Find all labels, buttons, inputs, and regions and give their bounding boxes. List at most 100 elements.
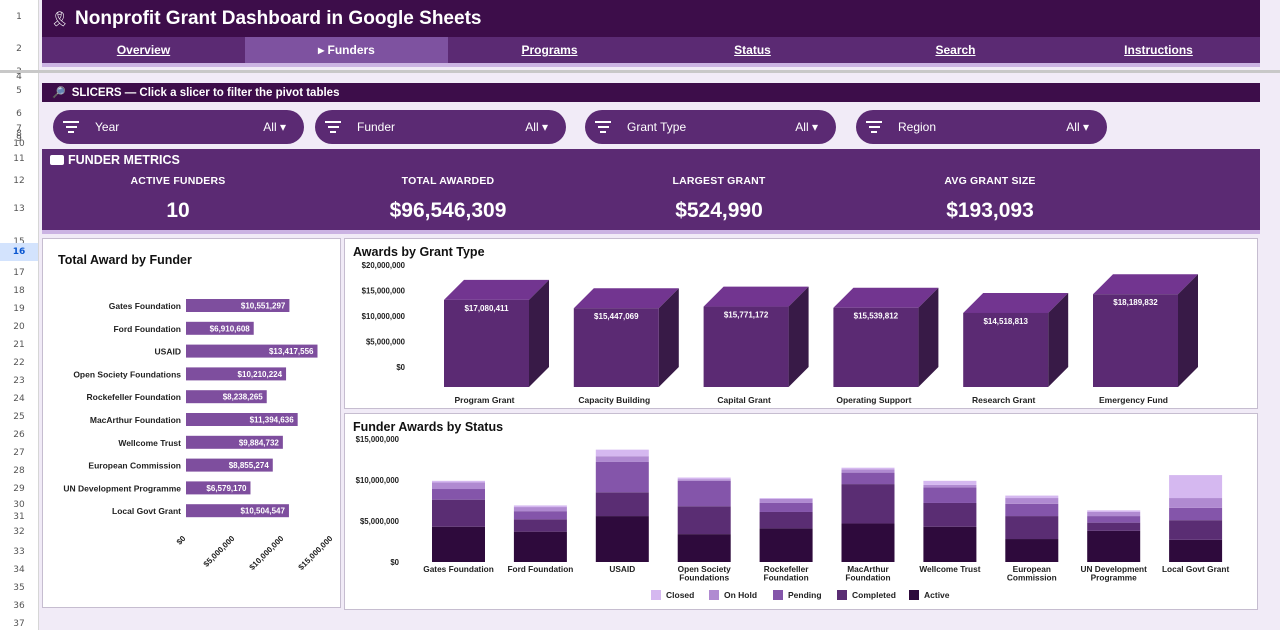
bar bbox=[573, 308, 659, 387]
3d-bar-chart-svg: $20,000,000 $15,000,000 $10,000,000 $5,000,… bbox=[362, 261, 1198, 405]
row-number[interactable]: 8 bbox=[16, 129, 22, 139]
row-number[interactable]: 27 bbox=[13, 448, 25, 458]
tab-programs[interactable]: Programs bbox=[521, 43, 578, 57]
tab-underline-strip bbox=[42, 63, 1260, 67]
bar bbox=[186, 390, 267, 404]
category-label: Wellcome Trust bbox=[919, 564, 980, 574]
row-number[interactable]: 32 bbox=[13, 527, 25, 537]
bar-segment bbox=[923, 502, 977, 527]
row-number[interactable]: 36 bbox=[13, 601, 25, 611]
tab-instructions[interactable]: Instructions bbox=[1124, 43, 1193, 57]
category-label: European Commission bbox=[88, 461, 181, 471]
category-label: Foundation bbox=[845, 573, 890, 583]
slicer-funder[interactable]: Funder All ▾ bbox=[315, 110, 566, 144]
row-number[interactable]: 7 bbox=[16, 124, 22, 134]
bar-top-face bbox=[833, 287, 939, 308]
bar-segment bbox=[1169, 475, 1223, 499]
y-tick-label: $15,000,000 bbox=[356, 435, 400, 444]
slicer-grant-type[interactable]: Grant Type All ▾ bbox=[585, 110, 836, 144]
row-number[interactable]: 10 bbox=[13, 139, 25, 149]
data-label: $15,539,812 bbox=[854, 312, 899, 321]
metric-label: AVG GRANT SIZE bbox=[944, 175, 1036, 187]
tab-funders[interactable]: ▸ Funders bbox=[245, 37, 448, 63]
bar-top-face bbox=[1093, 274, 1198, 295]
bar bbox=[963, 312, 1049, 387]
metric-label: TOTAL AWARDED bbox=[401, 175, 495, 187]
frozen-row-divider[interactable] bbox=[0, 70, 1280, 73]
row-number[interactable]: 28 bbox=[13, 466, 25, 476]
row-number[interactable]: 4 bbox=[16, 72, 22, 82]
bar-segment bbox=[677, 480, 731, 507]
row-number[interactable]: 21 bbox=[13, 340, 25, 350]
row-header-column[interactable]: 1234567891011121315161718192021222324252… bbox=[0, 0, 39, 630]
y-tick-label: $10,000,000 bbox=[356, 476, 400, 485]
bar-segment bbox=[432, 482, 485, 490]
slicer-label: Funder bbox=[357, 120, 396, 134]
row-number[interactable]: 25 bbox=[13, 412, 25, 422]
tab-overview[interactable]: Overview bbox=[116, 43, 171, 57]
row-number[interactable]: 11 bbox=[13, 154, 25, 164]
row-number[interactable]: 35 bbox=[13, 583, 25, 593]
row-number[interactable]: 12 bbox=[13, 176, 25, 186]
row-number[interactable]: 34 bbox=[13, 565, 25, 575]
chart-funder-awards-by-status[interactable]: Funder Awards by Status $15,000,000 $10,0… bbox=[344, 413, 1258, 610]
row-number[interactable]: 9 bbox=[16, 134, 22, 144]
chart-title: Total Award by Funder bbox=[58, 253, 192, 267]
row-number[interactable]: 29 bbox=[13, 484, 25, 494]
chart-title: Funder Awards by Status bbox=[353, 420, 504, 434]
row-number[interactable]: 22 bbox=[13, 358, 25, 368]
data-label: $11,394,636 bbox=[250, 416, 295, 425]
row-number[interactable]: 1 bbox=[16, 12, 22, 22]
bar-side-face bbox=[1048, 292, 1069, 387]
bar-segment bbox=[677, 477, 731, 480]
category-label: Emergency Fund bbox=[1099, 395, 1168, 405]
slicer-value: All ▾ bbox=[525, 120, 548, 134]
magnifier-icon: 🔎 bbox=[52, 87, 66, 99]
category-label: Capacity Building bbox=[578, 395, 650, 405]
row-number[interactable]: 24 bbox=[13, 394, 25, 404]
chart-total-award-by-funder[interactable]: Total Award by Funder Gates Foundation $1… bbox=[42, 238, 341, 608]
row-number[interactable]: 17 bbox=[13, 268, 25, 278]
metrics-bottom-strip bbox=[42, 230, 1260, 234]
slicer-region[interactable]: Region All ▾ bbox=[856, 110, 1107, 144]
row-number[interactable]: 26 bbox=[13, 430, 25, 440]
row-number[interactable]: 18 bbox=[13, 286, 25, 296]
row-number[interactable]: 20 bbox=[13, 322, 25, 332]
filter-icon bbox=[595, 121, 611, 133]
bar-segment bbox=[432, 480, 485, 483]
slicer-year[interactable]: Year All ▾ bbox=[53, 110, 304, 144]
data-label: $10,210,224 bbox=[238, 370, 283, 379]
row-number[interactable]: 30 bbox=[13, 500, 25, 510]
y-tick-label: $5,000,000 bbox=[360, 517, 400, 526]
bar-segment bbox=[1087, 511, 1141, 517]
row-number[interactable]: 19 bbox=[13, 304, 25, 314]
chart-awards-by-grant-type[interactable]: Awards by Grant Type $20,000,000 $15,000,… bbox=[344, 238, 1258, 409]
row-number[interactable]: 13 bbox=[13, 204, 25, 214]
row-number[interactable]: 31 bbox=[13, 512, 25, 522]
row-number[interactable]: 37 bbox=[13, 619, 25, 629]
bar-segment bbox=[677, 534, 731, 562]
bar-segment bbox=[759, 511, 813, 529]
category-label: Foundations bbox=[679, 573, 729, 583]
legend-label: Closed bbox=[666, 590, 694, 600]
bar-top-face bbox=[703, 286, 809, 307]
tab-status[interactable]: Status bbox=[734, 43, 771, 57]
data-label: $6,910,608 bbox=[210, 324, 251, 333]
bar-segment bbox=[1169, 539, 1223, 562]
row-number[interactable]: 16 bbox=[0, 243, 38, 261]
bar bbox=[1093, 294, 1178, 387]
y-tick-label: $0 bbox=[390, 558, 399, 567]
row-number[interactable]: 23 bbox=[13, 376, 25, 386]
tab-search[interactable]: Search bbox=[935, 43, 976, 57]
bar-segment bbox=[841, 472, 895, 485]
row-number[interactable]: 15 bbox=[13, 237, 25, 247]
category-label: Ford Foundation bbox=[113, 324, 181, 334]
bar-segment bbox=[1169, 520, 1223, 540]
row-number[interactable]: 2 bbox=[16, 44, 22, 54]
row-number[interactable]: 33 bbox=[13, 547, 25, 557]
row-number[interactable]: 5 bbox=[16, 86, 22, 96]
bar-segment bbox=[1169, 498, 1223, 508]
category-label: European bbox=[1013, 564, 1051, 574]
row-number[interactable]: 6 bbox=[16, 109, 22, 119]
